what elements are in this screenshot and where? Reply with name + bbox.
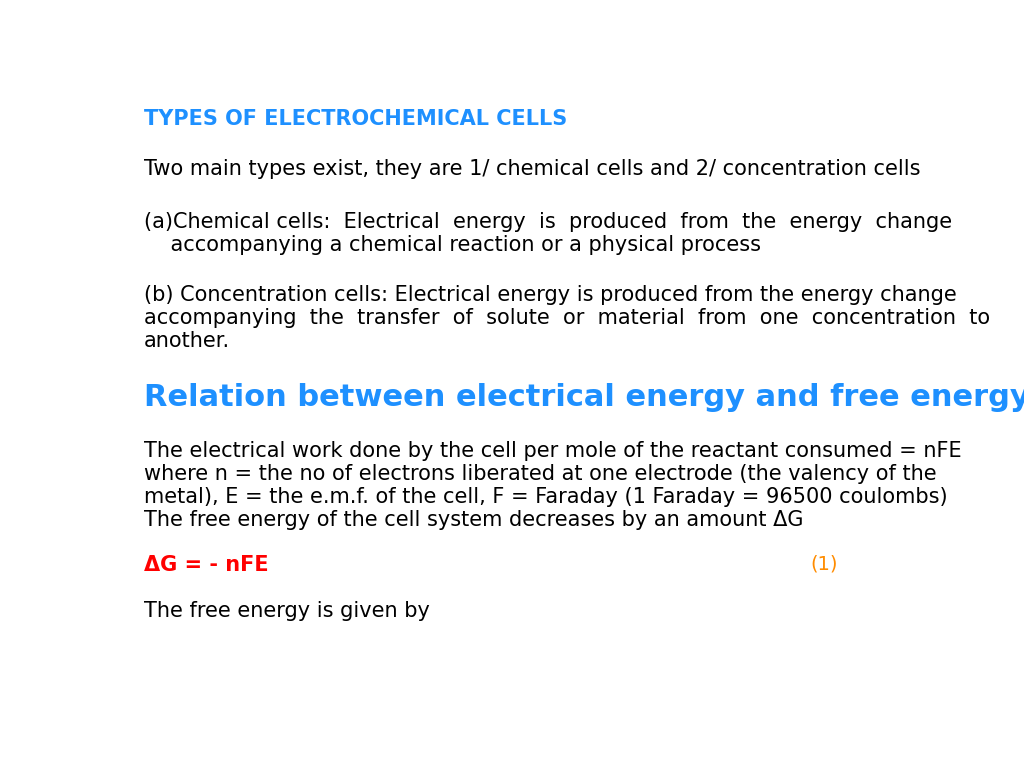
Text: accompanying a chemical reaction or a physical process: accompanying a chemical reaction or a ph… [143,234,761,255]
Text: metal), E = the e.m.f. of the cell, F = Faraday (1 Faraday = 96500 coulombs): metal), E = the e.m.f. of the cell, F = … [143,487,947,507]
Text: (a)Chemical cells:  Electrical  energy  is  produced  from  the  energy  change: (a)Chemical cells: Electrical energy is … [143,211,951,231]
Text: accompanying  the  transfer  of  solute  or  material  from  one  concentration : accompanying the transfer of solute or m… [143,308,989,328]
Text: (1): (1) [810,555,838,574]
Text: where n = the no of electrons liberated at one electrode (the valency of the: where n = the no of electrons liberated … [143,464,936,484]
Text: ΔG = - nFE: ΔG = - nFE [143,555,268,575]
Text: (b) Concentration cells: Electrical energy is produced from the energy change: (b) Concentration cells: Electrical ener… [143,285,956,305]
Text: The free energy of the cell system decreases by an amount ΔG: The free energy of the cell system decre… [143,510,803,530]
Text: Relation between electrical energy and free energy: Relation between electrical energy and f… [143,383,1024,412]
Text: The free energy is given by: The free energy is given by [143,601,429,621]
Text: another.: another. [143,331,229,351]
Text: TYPES OF ELECTROCHEMICAL CELLS: TYPES OF ELECTROCHEMICAL CELLS [143,109,566,129]
Text: Two main types exist, they are 1/ chemical cells and 2/ concentration cells: Two main types exist, they are 1/ chemic… [143,159,920,179]
Text: The electrical work done by the cell per mole of the reactant consumed = nFE: The electrical work done by the cell per… [143,441,962,461]
